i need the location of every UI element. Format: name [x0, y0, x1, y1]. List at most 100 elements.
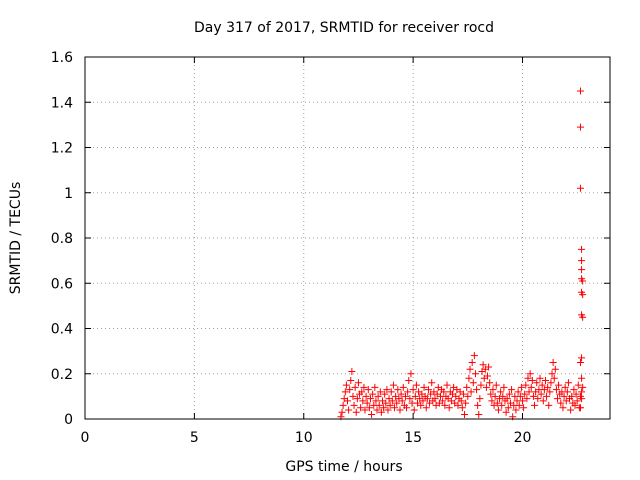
data-point: [522, 381, 530, 389]
data-point: [564, 379, 572, 387]
data-point: [465, 374, 473, 382]
data-point: [398, 397, 406, 405]
x-axis-label: GPS time / hours: [285, 459, 402, 475]
data-point: [561, 383, 569, 391]
data-point: [525, 388, 533, 396]
data-point: [550, 374, 558, 382]
x-tick-label: 15: [404, 430, 422, 446]
data-point: [570, 386, 578, 394]
data-point: [557, 399, 565, 407]
data-point: [579, 383, 587, 391]
data-point: [344, 397, 351, 405]
data-point: [484, 372, 491, 380]
data-point: [375, 401, 383, 409]
data-point: [493, 399, 501, 407]
data-point: [477, 381, 485, 389]
data-point: [576, 184, 584, 192]
data-point: [500, 383, 508, 391]
data-point: [517, 383, 525, 391]
data-point: [387, 388, 395, 396]
data-point: [499, 392, 507, 400]
data-point: [512, 406, 520, 414]
data-point: [459, 390, 467, 398]
data-point: [461, 410, 469, 418]
data-point: [579, 291, 587, 299]
data-point: [360, 383, 368, 391]
data-point: [516, 392, 524, 400]
data-point: [578, 388, 586, 396]
plot-frame: [84, 56, 611, 420]
tick-labels: 0 5 10 15 20 0 0.2 0.4 0.6 0.8 1 1.2 1.4 1.6: [51, 50, 532, 446]
data-point: [488, 397, 496, 405]
x-tick-label: 10: [295, 430, 313, 446]
data-point: [364, 386, 372, 394]
data-point: [405, 377, 413, 385]
data-point: [380, 404, 388, 412]
data-point: [523, 395, 531, 403]
data-point: [514, 388, 522, 396]
data-point: [351, 383, 359, 391]
data-point: [578, 266, 586, 274]
data-point: [572, 390, 580, 398]
data-point: [339, 401, 347, 409]
data-point: [529, 392, 537, 400]
data-point: [463, 383, 471, 391]
data-point: [357, 404, 365, 412]
data-point: [454, 401, 462, 409]
data-point: [354, 379, 362, 387]
data-point: [579, 277, 587, 285]
data-point: [526, 370, 534, 378]
data-point: [482, 383, 490, 391]
data-point: [503, 395, 511, 403]
data-point: [342, 381, 350, 389]
data-point: [560, 392, 568, 400]
data-point: [376, 388, 384, 396]
data-point: [519, 397, 526, 405]
data-point: [528, 377, 536, 385]
data-point: [346, 386, 354, 394]
data-point: [469, 379, 477, 387]
data-point: [486, 379, 494, 387]
data-point: [474, 401, 482, 409]
data-point: [543, 392, 551, 400]
x-tick-label: 20: [514, 430, 532, 446]
data-point: [440, 388, 448, 396]
data-point: [388, 397, 396, 405]
grid: [85, 57, 610, 419]
data-point: [467, 388, 475, 396]
data-point: [362, 392, 370, 400]
data-point: [403, 404, 411, 412]
data-point: [578, 354, 586, 362]
data-point: [578, 257, 586, 265]
data-point: [399, 383, 407, 391]
data-point: [431, 395, 439, 403]
data-point: [497, 388, 505, 396]
y-tick-label: 1.2: [51, 141, 73, 157]
y-tick-label: 0.4: [51, 322, 73, 338]
data-point: [479, 361, 487, 369]
data-point: [492, 381, 500, 389]
data-point: [502, 408, 510, 416]
data-point: [498, 401, 506, 409]
data-point: [409, 386, 417, 394]
data-point: [549, 358, 557, 366]
data-point: [352, 408, 360, 416]
data-point: [458, 404, 466, 412]
data-point: [417, 401, 425, 409]
data-point: [576, 358, 584, 366]
data-point: [538, 381, 546, 389]
data-point: [428, 379, 436, 387]
data-point: [422, 404, 430, 412]
data-point: [576, 123, 584, 131]
data-point: [544, 383, 552, 391]
data-point: [420, 383, 428, 391]
data-point: [382, 399, 390, 407]
data-point: [537, 390, 545, 398]
data-point: [348, 367, 356, 375]
data-point: [406, 395, 414, 403]
data-point: [548, 370, 556, 378]
x-tick-label: 0: [81, 430, 90, 446]
y-tick-label: 1.4: [51, 95, 73, 111]
data-point: [457, 397, 465, 405]
